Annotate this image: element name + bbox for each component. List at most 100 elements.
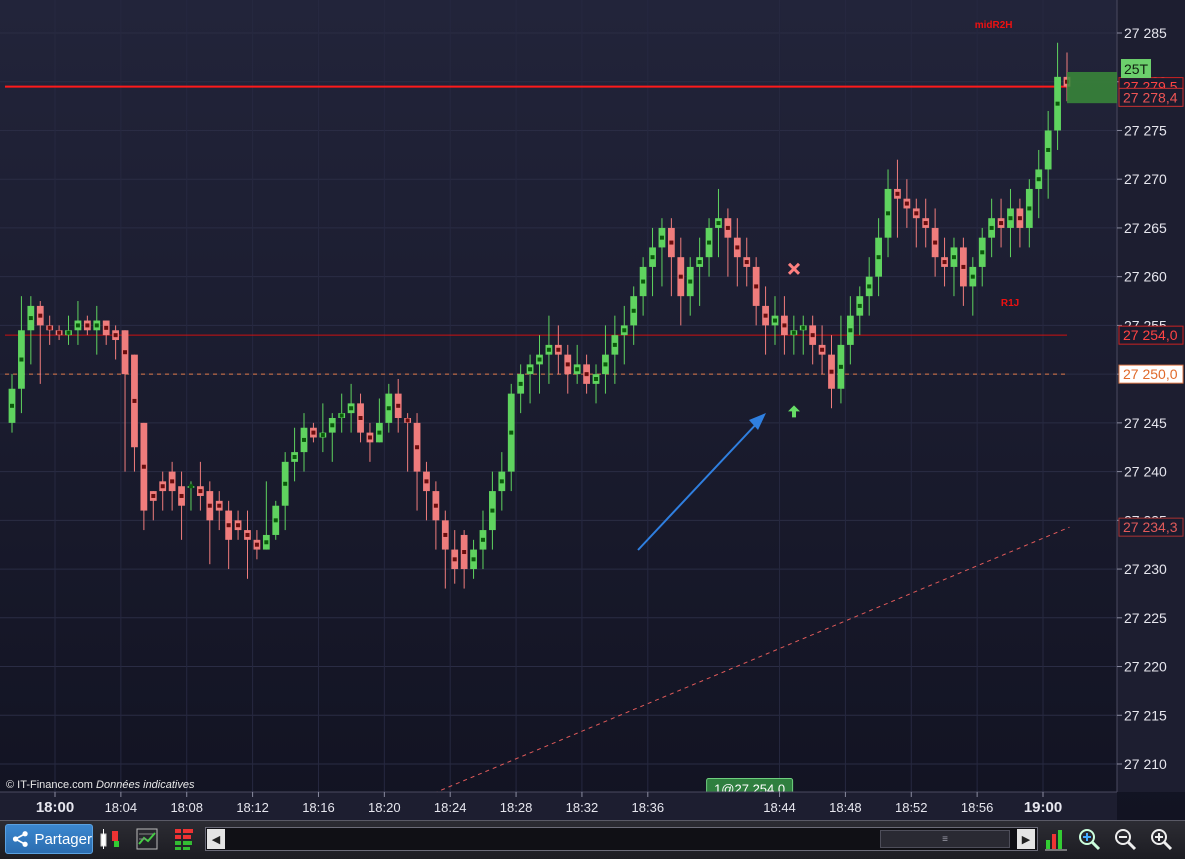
candle [225,500,233,570]
candle [762,286,769,355]
candle-marker [933,240,938,245]
buy-arrow-icon [788,405,800,418]
candle-marker [396,403,401,408]
candle [253,530,261,560]
candle [187,481,195,511]
candle-marker [47,325,52,330]
candle-marker [226,523,231,528]
candle-marker [669,240,674,245]
candle [310,422,317,443]
candle [168,461,176,511]
candle-marker [914,211,919,216]
candle-marker [631,308,636,313]
candle [790,315,798,355]
candle-marker [320,433,325,438]
candle [799,315,807,355]
candle-marker [490,508,495,513]
candle [262,481,270,550]
y-tick-label: 27 220 [1124,659,1167,675]
candle-marker [546,347,551,352]
candle [1035,149,1043,219]
price-tag: 27 250,0 [1118,364,1184,384]
candle [1044,110,1052,199]
bottom-toolbar: Partager ◀ [0,820,1185,859]
x-tick-label: 18:56 [961,800,994,815]
candle-marker [659,235,664,240]
price-tag-text: 27 234,3 [1123,519,1178,535]
x-tick-label: 18:52 [895,800,928,815]
candle-marker [10,403,14,408]
candle [197,461,204,511]
time-scrollbar[interactable]: ◀ ≡ ▶ [205,827,1038,851]
candle-marker [170,479,175,484]
scroll-right-button[interactable]: ▶ [1017,829,1035,849]
candle [573,344,581,384]
time-axis[interactable]: 18:00 18:04 18:08 18:12 18:16 18:20 18:24 18:28… [36,792,1062,816]
candle [677,237,685,326]
zoom-in-icon[interactable] [1148,825,1174,853]
candle [366,422,374,462]
candle-marker [999,221,1004,226]
candle [178,471,185,540]
badge-text: 25T [1124,61,1149,77]
candle [479,510,487,570]
candle [93,305,101,355]
candle-marker [141,464,146,469]
candle-marker [735,245,740,250]
candle-marker [198,489,203,494]
candle-marker [66,330,71,335]
indicators-icon[interactable] [134,825,160,853]
scroll-left-button[interactable]: ◀ [207,829,225,849]
candle [630,286,638,345]
candle-marker [989,225,994,230]
candle-marker [763,313,768,318]
zoom-out-icon[interactable] [1112,825,1138,853]
candle-marker [772,318,777,323]
candle-marker [528,367,533,372]
grid-lines [0,0,1117,792]
level-annotation: midR2H [975,20,1013,31]
candle [121,330,129,472]
candle-marker [113,333,118,338]
candle-marker [716,221,721,226]
candle [375,398,383,443]
candle [385,383,393,433]
chart-type-icon[interactable] [97,825,123,853]
price-tag-box [1118,87,1184,107]
candle [55,325,63,341]
candle-marker [264,540,269,545]
candle [300,413,308,472]
candle-marker [254,542,259,547]
candle [912,198,920,248]
candle-marker [132,398,137,403]
candle [8,374,16,433]
candle-marker [94,323,99,328]
candle-marker [292,454,297,459]
order-book-icon[interactable] [171,825,197,853]
x-tick-label: 18:44 [763,800,796,815]
candle [667,218,675,297]
candle-marker [603,362,608,367]
candle-marker [725,225,730,230]
candle-marker [707,240,712,245]
candle [159,471,167,511]
candle-marker [330,423,335,428]
candle [922,198,930,248]
candle [517,364,525,414]
candle-marker [499,479,504,484]
candle-marker [970,274,975,279]
share-button[interactable]: Partager [5,824,93,854]
zoom-fit-icon[interactable] [1076,825,1102,853]
candle [997,198,1005,248]
candle [969,257,977,316]
candle [564,344,572,394]
scroll-thumb[interactable]: ≡ [880,830,1010,848]
candle [131,354,138,472]
candlestick-series [8,42,1071,589]
candle [291,427,298,482]
candle-marker [782,323,787,328]
candle [903,179,911,228]
candle [959,237,967,306]
auto-scale-icon[interactable] [1043,825,1069,853]
